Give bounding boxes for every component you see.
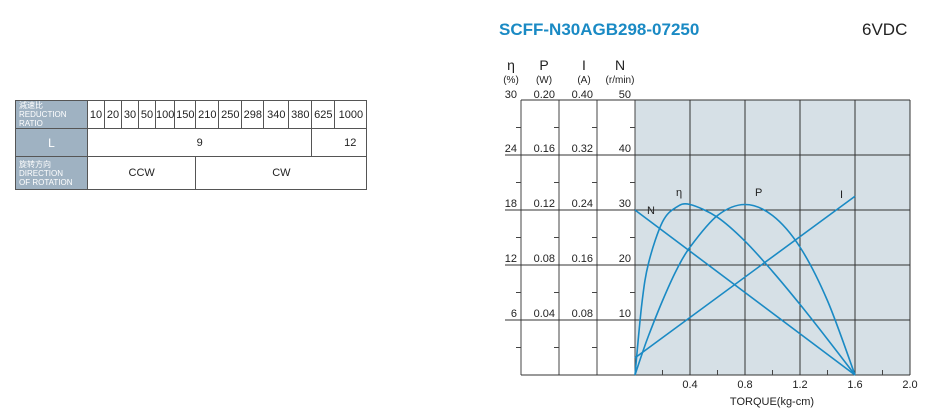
ratio-header-cn: 減速比 <box>19 101 43 110</box>
axis-symbol: N <box>615 57 625 73</box>
axis-symbol: P <box>539 57 548 73</box>
model-title: SCFF-N30AGB298-07250 <box>499 20 700 39</box>
ratio-cell: 1000 <box>334 100 368 129</box>
axis-tick-label: 6 <box>511 308 517 320</box>
plot-background <box>635 100 910 375</box>
axis-tick-label: 0.16 <box>572 253 593 265</box>
ratio-row: 減速比 REDUCTION RATIO 10 20 30 50 100 150 21… <box>15 100 368 129</box>
axis-unit: (%) <box>503 75 519 86</box>
series-line-n <box>634 209 856 376</box>
axis-tick-label: 0.16 <box>534 143 555 155</box>
axis-tick-label: 0.24 <box>572 198 593 210</box>
ratio-cell: 150 <box>174 100 197 129</box>
axis-tick-label: 30 <box>619 198 631 210</box>
ratio-cell: 340 <box>263 100 290 129</box>
axis-tick-label: 0.08 <box>534 253 555 265</box>
x-tick-label: 0.8 <box>737 379 752 391</box>
axis-symbol: η <box>507 57 515 73</box>
axis-tick-label: 0.32 <box>572 143 593 155</box>
axis-tick-label: 12 <box>505 253 517 265</box>
direction-value: CCW <box>86 156 197 190</box>
series-line-eta <box>634 203 856 376</box>
axis-unit: (W) <box>536 75 552 86</box>
ratio-cell: 20 <box>104 100 122 129</box>
axis-tick-label: 18 <box>505 198 517 210</box>
series-line-p <box>634 203 856 376</box>
direction-value: CW <box>195 156 368 190</box>
ratio-header-en1: REDUCTION <box>19 110 67 119</box>
spec-table: 減速比 REDUCTION RATIO 10 20 30 50 100 150 21… <box>15 100 368 190</box>
direction-row: 旋转方向 DIRECTION OF ROTATION CCW CW <box>15 156 368 190</box>
axis-tick-label: 0.12 <box>534 198 555 210</box>
direction-header: 旋转方向 DIRECTION OF ROTATION <box>15 156 88 190</box>
series-line-i <box>634 195 856 359</box>
ratio-header: 減速比 REDUCTION RATIO <box>15 100 88 129</box>
axis-tick-label: 0.08 <box>572 308 593 320</box>
axis-tick-label: 0.20 <box>534 89 555 101</box>
axis-unit: (r/min) <box>606 75 635 86</box>
series-label: I <box>840 189 843 201</box>
ratio-cell: 250 <box>218 100 243 129</box>
axis-tick-label: 40 <box>619 143 631 155</box>
series-label: η <box>676 187 682 199</box>
axis-unit: (A) <box>577 75 590 86</box>
axis-tick-label: 10 <box>619 308 631 320</box>
x-tick-label: 0.4 <box>682 379 697 391</box>
ratio-header-en2: RATIO <box>19 119 43 128</box>
direction-header-en1: DIRECTION <box>19 168 63 178</box>
ratio-cell: 100 <box>154 100 176 129</box>
x-tick-label: 1.6 <box>847 379 862 391</box>
direction-header-en2: OF ROTATION <box>19 177 73 187</box>
axis-tick-label: 20 <box>619 253 631 265</box>
series-label: P <box>755 187 762 199</box>
axis-tick-label: 30 <box>505 89 517 101</box>
ratio-cell: 210 <box>195 100 220 129</box>
voltage-label: 6VDC <box>862 20 908 39</box>
direction-header-cn: 旋转方向 <box>19 159 51 169</box>
x-tick-label: 2.0 <box>902 379 917 391</box>
axis-tick-label: 0.04 <box>534 308 555 320</box>
axis-symbol: I <box>582 57 586 73</box>
series-label: N <box>647 205 655 217</box>
ratio-cell: 625 <box>311 100 336 129</box>
axis-tick-label: 50 <box>619 89 631 101</box>
axis-tick-label: 0.40 <box>572 89 593 101</box>
x-tick-label: 1.2 <box>792 379 807 391</box>
axis-tick-label: 24 <box>505 143 517 155</box>
x-axis-label: TORQUE(kg-cm) <box>730 396 814 408</box>
